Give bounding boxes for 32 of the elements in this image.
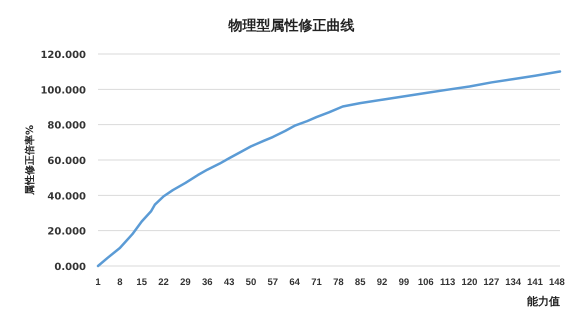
x-tick-label: 36 xyxy=(202,277,213,288)
x-tick-label: 22 xyxy=(158,277,169,288)
x-tick-label: 134 xyxy=(505,277,522,288)
x-tick-label: 43 xyxy=(224,277,234,288)
x-tick-label: 15 xyxy=(136,277,148,288)
y-axis-title: 属性修正倍率% xyxy=(24,124,36,196)
x-tick-label: 78 xyxy=(333,277,344,288)
x-tick-label: 85 xyxy=(354,277,366,288)
x-tick-label: 71 xyxy=(311,277,323,288)
x-tick-label: 64 xyxy=(289,277,301,288)
x-tick-label: 57 xyxy=(268,277,278,288)
x-tick-label: 113 xyxy=(440,277,456,288)
x-tick-label: 50 xyxy=(246,277,256,288)
y-tick-label: 60.000 xyxy=(47,156,86,167)
x-tick-label: 8 xyxy=(117,277,122,288)
x-tick-label: 127 xyxy=(483,277,500,288)
x-tick-label: 106 xyxy=(418,277,434,288)
y-tick-label: 100.000 xyxy=(40,85,86,96)
x-tick-label: 99 xyxy=(398,277,410,288)
y-tick-label: 40.000 xyxy=(47,191,86,202)
x-tick-label: 141 xyxy=(527,277,544,288)
x-tick-label: 92 xyxy=(376,277,388,288)
x-tick-label: 1 xyxy=(95,277,102,288)
y-tick-label: 80.000 xyxy=(47,120,86,132)
y-tick-label: 120.000 xyxy=(40,50,86,61)
x-tick-label: 120 xyxy=(462,277,478,288)
y-tick-label: 0.000 xyxy=(54,262,86,273)
x-tick-label: 148 xyxy=(548,277,565,288)
chart-title: 物理型属性修正曲线 xyxy=(228,18,354,34)
x-tick-label: 29 xyxy=(180,277,191,288)
y-tick-label: 20.000 xyxy=(47,226,86,238)
x-axis-title: 能力值 xyxy=(527,295,560,308)
